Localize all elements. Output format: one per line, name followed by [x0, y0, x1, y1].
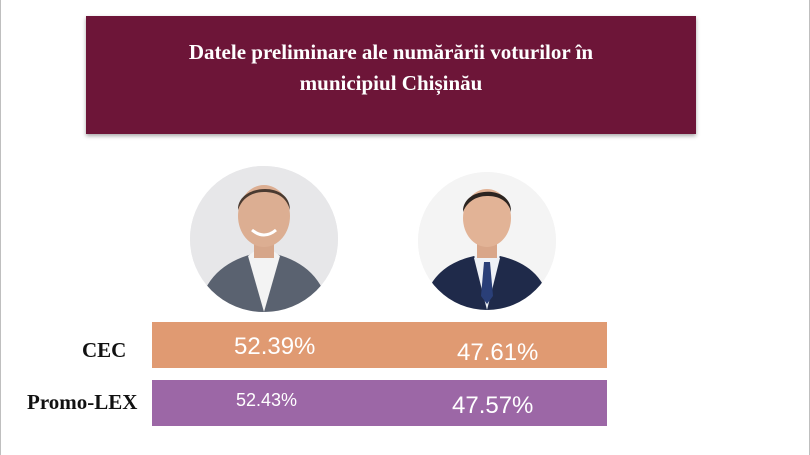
candidate-2-portrait-icon — [418, 172, 556, 310]
left-border — [0, 0, 1, 455]
value-cec-candidate-1: 52.39% — [234, 333, 316, 360]
title-banner: Datele preliminare ale numărării voturil… — [86, 16, 696, 134]
value-cec-candidate-2: 47.61% — [457, 339, 539, 366]
row-label-promo-lex: Promo-LEX — [27, 390, 138, 414]
bar-row-promo-lex: 52.43% 47.57% — [152, 380, 607, 426]
row-label-cec: CEC — [82, 338, 127, 362]
value-promo-lex-candidate-2: 47.57% — [452, 392, 534, 419]
page-title: Datele preliminare ale numărării voturil… — [188, 40, 594, 95]
candidate-1-portrait-icon — [190, 166, 338, 312]
bar-row-cec: 52.39% 47.61% — [152, 322, 607, 368]
value-promo-lex-candidate-1: 52.43% — [236, 390, 298, 410]
